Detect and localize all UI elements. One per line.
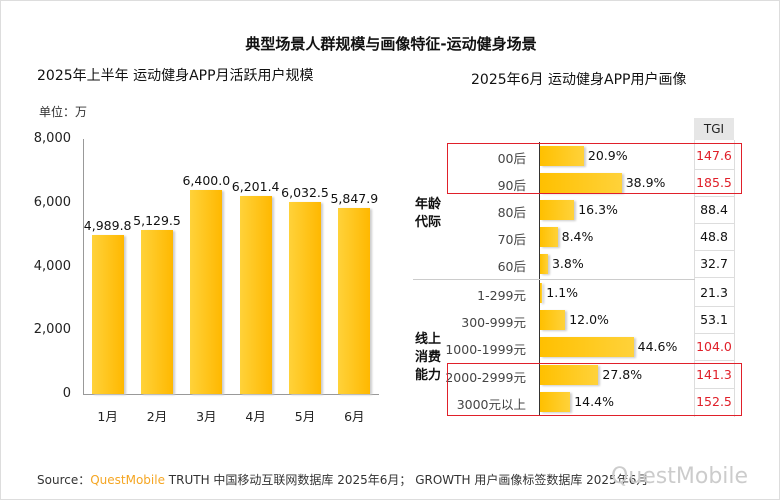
tgi-row-divider bbox=[694, 306, 734, 307]
row-bar bbox=[540, 227, 558, 247]
value-label: 5,129.5 bbox=[133, 213, 181, 229]
y-axis-line bbox=[83, 139, 84, 394]
tgi-row-divider bbox=[694, 169, 734, 170]
bar bbox=[141, 230, 173, 394]
tgi-value: 104.0 bbox=[696, 339, 732, 354]
x-axis-line bbox=[83, 394, 379, 395]
highlight-box bbox=[447, 143, 742, 194]
tgi-row-divider bbox=[694, 360, 734, 361]
row-bar bbox=[540, 365, 599, 385]
unit-label: 单位：万 bbox=[39, 105, 88, 119]
left-chart-title: 2025年上半年 运动健身APP月活跃用户规模 bbox=[37, 68, 314, 84]
tgi-value: 48.8 bbox=[700, 229, 728, 244]
row-value-label: 8.4% bbox=[561, 229, 594, 244]
y-tick-label: 4,000 bbox=[33, 258, 71, 274]
bar bbox=[91, 234, 124, 394]
row-bar bbox=[540, 337, 634, 357]
tgi-row-divider bbox=[694, 333, 734, 334]
value-label: 6,201.4 bbox=[231, 179, 280, 195]
group-label: 年龄代际 bbox=[415, 197, 442, 230]
tgi-row-divider bbox=[694, 196, 734, 197]
row-value-label: 16.3% bbox=[578, 202, 618, 217]
bar bbox=[289, 201, 321, 394]
right-chart-title: 2025年6月 运动健身APP用户画像 bbox=[471, 72, 687, 88]
row-category: 80后 bbox=[497, 205, 526, 220]
row-value-label: 3.8% bbox=[551, 256, 584, 271]
row-value-label: 38.9% bbox=[625, 175, 666, 190]
value-label: 6,032.5 bbox=[281, 184, 329, 200]
row-bar bbox=[540, 310, 566, 330]
source-text: TRUTH 中国移动互联网数据库 2025年6月； GROWTH 用户画像标签数… bbox=[164, 473, 649, 487]
row-bar bbox=[540, 173, 622, 193]
x-tick-label: 4月 bbox=[245, 409, 266, 424]
watermark-logo: QuestMobile bbox=[611, 464, 749, 489]
highlight-box bbox=[447, 363, 742, 416]
value-label: 4,989.8 bbox=[83, 217, 132, 233]
x-tick-label: 6月 bbox=[344, 409, 365, 424]
row-bar bbox=[540, 254, 548, 274]
y-tick-label: 0 bbox=[62, 386, 71, 401]
y-tick-label: 8,000 bbox=[33, 131, 71, 146]
tgi-col-left bbox=[694, 140, 695, 417]
value-label: 6,400.0 bbox=[182, 173, 231, 188]
page-title: 典型场景人群规模与画像特征-运动健身场景 bbox=[245, 35, 537, 53]
tgi-row-divider bbox=[694, 277, 734, 278]
row-category: 90后 bbox=[497, 178, 526, 193]
row-category: 70后 bbox=[497, 232, 526, 247]
bar bbox=[239, 196, 272, 394]
row-bar bbox=[540, 392, 571, 412]
row-category: 2000-2999元 bbox=[445, 370, 526, 385]
x-tick-label: 2月 bbox=[146, 409, 168, 424]
tgi-value: 185.5 bbox=[696, 175, 732, 190]
tgi-row-divider bbox=[694, 250, 734, 251]
row-category: 1000-1999元 bbox=[445, 342, 526, 357]
source-brand: QuestMobile bbox=[90, 473, 165, 487]
x-tick-label: 3月 bbox=[196, 409, 217, 424]
row-bar bbox=[540, 283, 543, 303]
x-tick-label: 1月 bbox=[97, 409, 118, 424]
value-label: 5,847.9 bbox=[330, 190, 379, 206]
bar bbox=[338, 207, 371, 394]
tgi-row-divider bbox=[694, 223, 734, 224]
y-tick-label: 2,000 bbox=[33, 322, 71, 338]
row-value-label: 20.9% bbox=[587, 148, 628, 163]
tgi-value: 141.3 bbox=[696, 367, 732, 382]
row-bar bbox=[540, 146, 584, 166]
tgi-header: TGI bbox=[703, 122, 725, 136]
bar bbox=[190, 190, 223, 394]
row-category: 3000元以上 bbox=[456, 397, 526, 412]
tgi-value: 53.1 bbox=[700, 312, 728, 327]
group-divider bbox=[413, 279, 695, 280]
source-prefix: Source： bbox=[37, 473, 91, 487]
tgi-value: 152.5 bbox=[696, 394, 732, 409]
row-value-label: 1.1% bbox=[546, 285, 579, 300]
row-value-label: 44.6% bbox=[637, 339, 678, 354]
tgi-value: 88.4 bbox=[700, 202, 728, 217]
row-bar bbox=[540, 200, 575, 220]
row-value-label: 12.0% bbox=[569, 312, 609, 327]
tgi-value: 32.7 bbox=[700, 256, 728, 271]
row-value-label: 14.4% bbox=[574, 394, 614, 409]
row-category: 00后 bbox=[497, 151, 526, 166]
tgi-value: 21.3 bbox=[700, 285, 728, 300]
row-category: 60后 bbox=[497, 259, 526, 274]
tgi-col-right bbox=[734, 140, 735, 417]
group-label: 线上消费能力 bbox=[415, 332, 442, 383]
tgi-row-divider bbox=[694, 388, 734, 389]
row-category: 300-999元 bbox=[461, 315, 526, 330]
x-tick-label: 5月 bbox=[294, 409, 316, 424]
y-tick-label: 6,000 bbox=[33, 194, 71, 210]
tgi-value: 147.6 bbox=[696, 148, 732, 163]
tgi-header-bg bbox=[694, 118, 734, 140]
row-value-label: 27.8% bbox=[602, 367, 643, 382]
row-category: 1-299元 bbox=[477, 288, 526, 303]
